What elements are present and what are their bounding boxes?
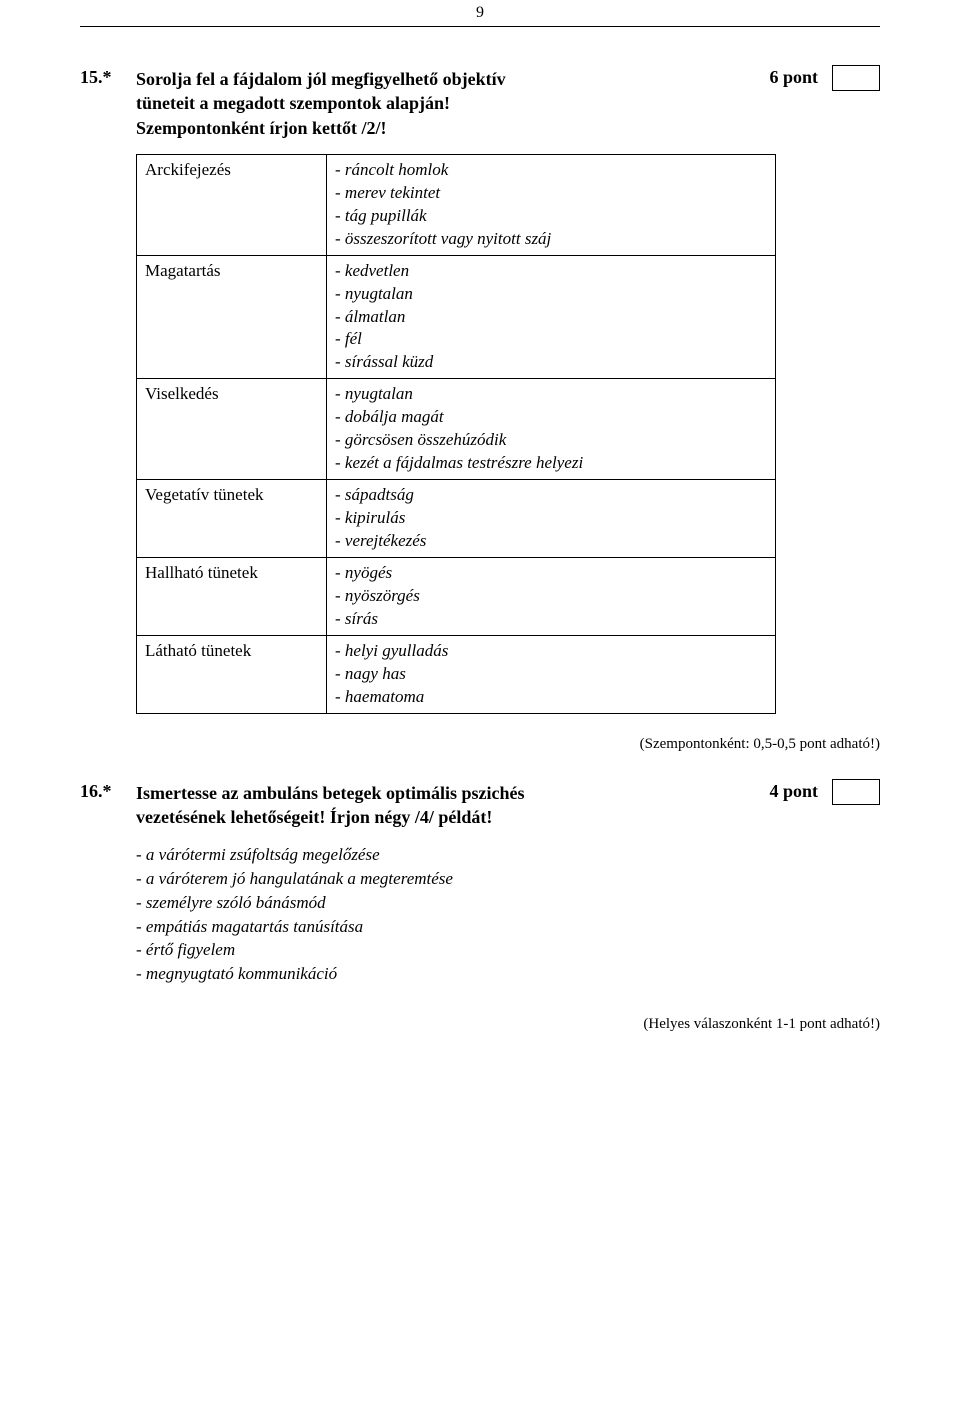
table-category-cell: Hallható tünetek bbox=[137, 557, 327, 635]
table-value-item: - dobálja magát bbox=[335, 406, 767, 429]
q15-line3: Szempontonként írjon kettőt /2/! bbox=[136, 118, 387, 138]
table-category-cell: Arckifejezés bbox=[137, 154, 327, 255]
table-value-item: - sírással küzd bbox=[335, 351, 767, 374]
question-15-text: Sorolja fel a fájdalom jól megfigyelhető… bbox=[136, 67, 754, 140]
question-16-text: Ismertesse az ambuláns betegek optimális… bbox=[136, 781, 754, 830]
question-15-header: 15.* Sorolja fel a fájdalom jól megfigye… bbox=[80, 67, 880, 140]
table-values-cell: - kedvetlen- nyugtalan- álmatlan- fél- s… bbox=[327, 255, 776, 379]
table-category-cell: Viselkedés bbox=[137, 379, 327, 480]
table-value-item: - sápadtság bbox=[335, 484, 767, 507]
table-value-item: - nyugtalan bbox=[335, 383, 767, 406]
answer-item: - személyre szóló bánásmód bbox=[136, 891, 880, 915]
table-row: Vegetatív tünetek- sápadtság- kipirulás-… bbox=[137, 480, 776, 558]
page-number: 9 bbox=[80, 0, 880, 22]
table-row: Viselkedés- nyugtalan- dobálja magát- gö… bbox=[137, 379, 776, 480]
table-row: Magatartás- kedvetlen- nyugtalan- álmatl… bbox=[137, 255, 776, 379]
table-row: Hallható tünetek- nyögés- nyöszörgés- sí… bbox=[137, 557, 776, 635]
question-15: 15.* Sorolja fel a fájdalom jól megfigye… bbox=[80, 67, 880, 753]
table-values-cell: - nyögés- nyöszörgés- sírás bbox=[327, 557, 776, 635]
table-row: Látható tünetek- helyi gyulladás- nagy h… bbox=[137, 635, 776, 713]
answer-item: - a várótermi zsúfoltság megelőzése bbox=[136, 843, 880, 867]
table-category-cell: Vegetatív tünetek bbox=[137, 480, 327, 558]
table-value-item: - helyi gyulladás bbox=[335, 640, 767, 663]
table-value-item: - álmatlan bbox=[335, 306, 767, 329]
table-value-item: - fél bbox=[335, 328, 767, 351]
table-value-item: - kedvetlen bbox=[335, 260, 767, 283]
table-value-item: - nyugtalan bbox=[335, 283, 767, 306]
header-rule bbox=[80, 26, 880, 27]
table-value-item: - tág pupillák bbox=[335, 205, 767, 228]
table-value-item: - haematoma bbox=[335, 686, 767, 709]
question-16-header: 16.* Ismertesse az ambuláns betegek opti… bbox=[80, 781, 880, 830]
table-category-cell: Látható tünetek bbox=[137, 635, 327, 713]
table-row: Arckifejezés- ráncolt homlok- merev teki… bbox=[137, 154, 776, 255]
question-16-score-box bbox=[832, 779, 880, 805]
q16-line2: vezetésének lehetőségeit! Írjon négy /4/… bbox=[136, 807, 492, 827]
answer-item: - empátiás magatartás tanúsítása bbox=[136, 915, 880, 939]
question-15-table-wrap: Arckifejezés- ráncolt homlok- merev teki… bbox=[136, 154, 880, 714]
table-value-item: - kipirulás bbox=[335, 507, 767, 530]
table-values-cell: - helyi gyulladás- nagy has- haematoma bbox=[327, 635, 776, 713]
symptom-table: Arckifejezés- ráncolt homlok- merev teki… bbox=[136, 154, 776, 714]
table-value-item: - ráncolt homlok bbox=[335, 159, 767, 182]
table-values-cell: - ráncolt homlok- merev tekintet- tág pu… bbox=[327, 154, 776, 255]
question-15-score-box bbox=[832, 65, 880, 91]
table-values-cell: - nyugtalan- dobálja magát- görcsösen ös… bbox=[327, 379, 776, 480]
table-value-item: - nyögés bbox=[335, 562, 767, 585]
q15-line1: Sorolja fel a fájdalom jól megfigyelhető… bbox=[136, 69, 506, 89]
question-16: 16.* Ismertesse az ambuláns betegek opti… bbox=[80, 781, 880, 1033]
answer-item: - megnyugtató kommunikáció bbox=[136, 962, 880, 986]
question-16-points: 4 pont bbox=[754, 781, 826, 802]
table-value-item: - merev tekintet bbox=[335, 182, 767, 205]
question-15-number: 15.* bbox=[80, 67, 136, 88]
table-value-item: - összeszorított vagy nyitott száj bbox=[335, 228, 767, 251]
question-16-scoring-note: (Helyes válaszonként 1-1 pont adható!) bbox=[80, 1016, 880, 1033]
question-16-number: 16.* bbox=[80, 781, 136, 802]
answer-item: - értő figyelem bbox=[136, 938, 880, 962]
q15-line2: tüneteit a megadott szempontok alapján! bbox=[136, 93, 450, 113]
table-value-item: - nyöszörgés bbox=[335, 585, 767, 608]
table-value-item: - verejtékezés bbox=[335, 530, 767, 553]
question-16-answers: - a várótermi zsúfoltság megelőzése- a v… bbox=[136, 843, 880, 986]
q16-line1: Ismertesse az ambuláns betegek optimális… bbox=[136, 783, 524, 803]
question-15-scoring-note: (Szempontonként: 0,5-0,5 pont adható!) bbox=[80, 736, 880, 753]
table-category-cell: Magatartás bbox=[137, 255, 327, 379]
answer-item: - a váróterem jó hangulatának a megterem… bbox=[136, 867, 880, 891]
question-15-points: 6 pont bbox=[754, 67, 826, 88]
table-value-item: - kezét a fájdalmas testrészre helyezi bbox=[335, 452, 767, 475]
table-value-item: - nagy has bbox=[335, 663, 767, 686]
table-value-item: - sírás bbox=[335, 608, 767, 631]
table-values-cell: - sápadtság- kipirulás- verejtékezés bbox=[327, 480, 776, 558]
table-value-item: - görcsösen összehúzódik bbox=[335, 429, 767, 452]
